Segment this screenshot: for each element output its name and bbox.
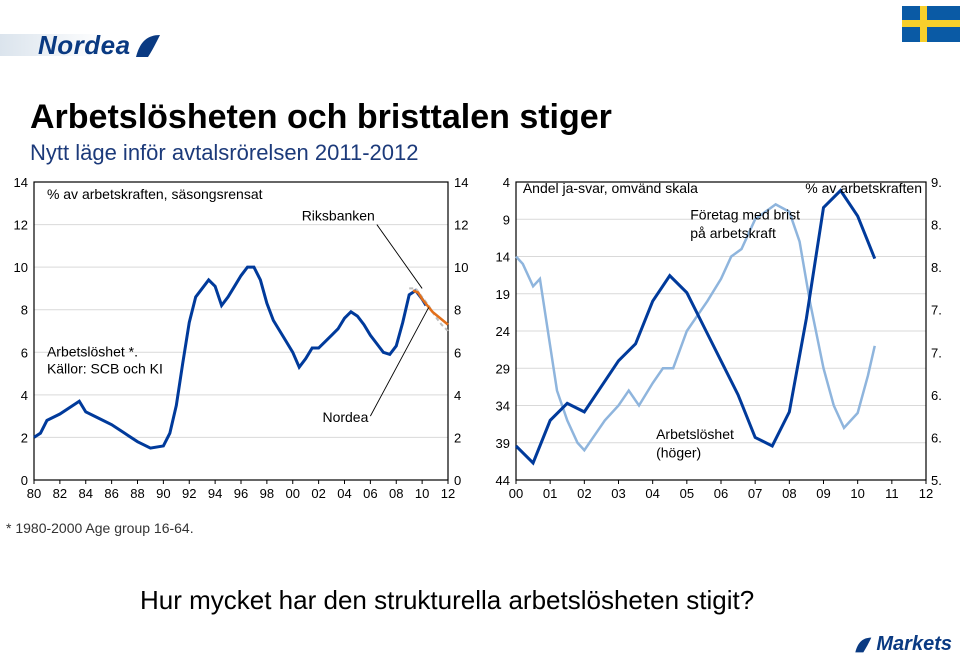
svg-text:10: 10 [14, 260, 28, 275]
svg-text:6.: 6. [931, 388, 942, 403]
bottom-question: Hur mycket har den strukturella arbetslö… [140, 585, 754, 616]
svg-text:0: 0 [454, 473, 461, 488]
svg-text:19: 19 [496, 287, 510, 302]
svg-text:4: 4 [503, 176, 510, 190]
svg-text:03: 03 [611, 486, 625, 501]
svg-text:(höger): (höger) [656, 445, 701, 461]
svg-text:84: 84 [79, 486, 93, 501]
svg-text:% av arbetskraften, säsongsren: % av arbetskraften, säsongsrensat [47, 186, 263, 202]
svg-text:8: 8 [21, 303, 28, 318]
svg-text:12: 12 [14, 218, 28, 233]
svg-text:29: 29 [496, 361, 510, 376]
svg-text:02: 02 [577, 486, 591, 501]
svg-text:8: 8 [454, 303, 461, 318]
svg-text:06: 06 [363, 486, 377, 501]
svg-text:8.: 8. [931, 218, 942, 233]
svg-text:6.: 6. [931, 430, 942, 445]
logo-text: Nordea [38, 30, 131, 61]
svg-text:10: 10 [415, 486, 429, 501]
svg-text:2: 2 [21, 430, 28, 445]
svg-text:Andel ja-svar, omvänd skala: Andel ja-svar, omvänd skala [523, 180, 698, 196]
svg-text:Arbetslöshet: Arbetslöshet [656, 426, 734, 442]
logo-sail-icon [134, 33, 164, 59]
logo-sail-icon [854, 636, 874, 654]
svg-text:80: 80 [27, 486, 41, 501]
markets-text: Markets [876, 633, 952, 656]
svg-text:14: 14 [14, 176, 28, 190]
svg-text:7.: 7. [931, 345, 942, 360]
svg-text:06: 06 [714, 486, 728, 501]
svg-text:12: 12 [441, 486, 455, 501]
svg-text:00: 00 [286, 486, 300, 501]
svg-text:04: 04 [645, 486, 659, 501]
svg-text:09: 09 [816, 486, 830, 501]
svg-text:34: 34 [496, 399, 510, 414]
svg-text:7.: 7. [931, 303, 942, 318]
svg-text:6: 6 [21, 345, 28, 360]
svg-text:39: 39 [496, 436, 510, 451]
swedish-flag-icon [902, 6, 960, 42]
svg-text:01: 01 [543, 486, 557, 501]
svg-text:0: 0 [21, 473, 28, 488]
svg-text:12: 12 [919, 486, 933, 501]
page-title: Arbetslösheten och bristtalen stiger [30, 98, 612, 137]
page-subtitle: Nytt läge inför avtalsrörelsen 2011-2012 [30, 140, 418, 166]
svg-text:04: 04 [337, 486, 351, 501]
nordea-logo: Nordea [38, 30, 164, 61]
footnote: * 1980-2000 Age group 16-64. [6, 520, 194, 536]
svg-text:05: 05 [680, 486, 694, 501]
svg-text:9.: 9. [931, 176, 942, 190]
svg-text:Källor: SCB och KI: Källor: SCB och KI [47, 361, 163, 377]
svg-text:5.: 5. [931, 473, 942, 488]
svg-text:00: 00 [509, 486, 523, 501]
svg-text:4: 4 [454, 388, 461, 403]
svg-text:Riksbanken: Riksbanken [302, 208, 375, 224]
svg-text:44: 44 [496, 473, 510, 488]
svg-text:på arbetskraft: på arbetskraft [690, 225, 776, 241]
svg-text:88: 88 [130, 486, 144, 501]
nordea-markets-logo: Markets [854, 633, 952, 656]
svg-text:08: 08 [389, 486, 403, 501]
svg-text:86: 86 [104, 486, 118, 501]
svg-text:90: 90 [156, 486, 170, 501]
svg-text:11: 11 [885, 486, 899, 501]
svg-text:96: 96 [234, 486, 248, 501]
svg-text:Företag med brist: Företag med brist [690, 206, 800, 222]
svg-text:92: 92 [182, 486, 196, 501]
svg-text:14: 14 [454, 176, 468, 190]
svg-text:2: 2 [454, 430, 461, 445]
svg-text:9: 9 [503, 212, 510, 227]
svg-text:Nordea: Nordea [322, 409, 368, 425]
svg-text:24: 24 [496, 324, 510, 339]
svg-text:94: 94 [208, 486, 222, 501]
svg-text:Arbetslöshet *.: Arbetslöshet *. [47, 344, 138, 360]
svg-text:10: 10 [454, 260, 468, 275]
svg-text:98: 98 [260, 486, 274, 501]
svg-text:82: 82 [53, 486, 67, 501]
svg-text:02: 02 [311, 486, 325, 501]
chart-left: 8082848688909294969800020406081012002244… [6, 176, 476, 506]
svg-text:12: 12 [454, 218, 468, 233]
svg-text:8.: 8. [931, 260, 942, 275]
chart-right: 00 01 02 03 04 05 06 07 08 09 10 11 12 4 9 14 19 24 29 34 39… [486, 176, 956, 506]
svg-text:6: 6 [454, 345, 461, 360]
svg-text:10: 10 [850, 486, 864, 501]
svg-text:07: 07 [748, 486, 762, 501]
svg-text:4: 4 [21, 388, 28, 403]
svg-text:14: 14 [496, 250, 510, 265]
svg-text:08: 08 [782, 486, 796, 501]
svg-text:% av arbetskraften: % av arbetskraften [805, 180, 922, 196]
